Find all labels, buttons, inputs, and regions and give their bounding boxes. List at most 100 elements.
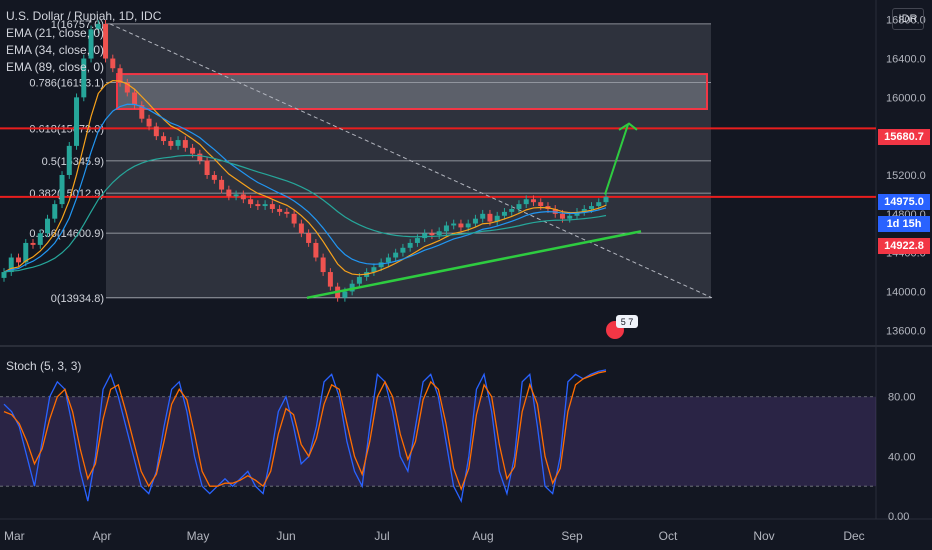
fib-level-label: 0.618(15679.0): [29, 124, 104, 136]
candle: [284, 211, 290, 214]
candle: [175, 140, 181, 146]
event-count-badge: 5 7: [616, 315, 638, 328]
candle: [204, 160, 210, 175]
candle: [233, 194, 239, 197]
projection-arrow: [604, 124, 629, 195]
price-tag-low: 14922.8: [878, 238, 930, 254]
time-tick-label: May: [187, 529, 210, 543]
price-tick-label: 13600.0: [886, 325, 926, 337]
candle: [378, 262, 384, 268]
candle: [103, 23, 109, 59]
candle: [356, 276, 362, 284]
candle: [472, 218, 478, 224]
candle: [74, 97, 80, 146]
projection-arrowhead: [618, 122, 638, 131]
candle: [211, 175, 217, 180]
candle: [30, 242, 36, 245]
candle: [523, 199, 529, 205]
candle: [451, 223, 457, 226]
fib-level-label: 0.786(16153.1): [29, 77, 104, 89]
candle: [277, 208, 283, 212]
candle: [8, 257, 14, 273]
support-trendline: [306, 230, 642, 300]
countdown-tag: 1d 15h: [878, 216, 930, 232]
fib-level-label: 0.382(15012.9): [29, 188, 104, 200]
candle: [88, 29, 94, 59]
candle: [269, 204, 275, 209]
candle: [146, 118, 152, 127]
stoch-band: [0, 396, 876, 487]
candle: [219, 179, 225, 190]
candle: [23, 242, 29, 263]
candle: [422, 233, 428, 239]
candle: [306, 233, 312, 243]
fib-level-label: 0.5(15345.9): [42, 156, 104, 168]
candle: [407, 242, 413, 248]
currency-button[interactable]: IDR: [892, 8, 924, 30]
time-tick-label: Jul: [374, 529, 389, 543]
stoch-legend[interactable]: Stoch (5, 3, 3): [6, 359, 82, 373]
candle: [197, 153, 203, 161]
candle: [414, 238, 420, 243]
candle: [255, 204, 261, 207]
stoch-tick-label: 40.00: [888, 451, 916, 463]
candle: [81, 58, 87, 98]
economic-event-icon[interactable]: 5 7: [604, 315, 638, 341]
candle: [581, 208, 587, 212]
candle: [509, 208, 515, 212]
candle: [596, 202, 602, 207]
ema34-legend[interactable]: EMA (34, close, 0): [6, 43, 105, 57]
candle: [66, 145, 72, 175]
candle: [400, 247, 406, 253]
candle: [45, 218, 51, 234]
time-tick-label: Mar: [4, 529, 25, 543]
candle: [501, 211, 507, 216]
symbol-title[interactable]: U.S. Dollar / Rupiah, 1D, IDC: [6, 9, 162, 23]
price-tag-resistance: 15680.7: [878, 129, 930, 145]
candle: [139, 105, 145, 119]
candle: [153, 126, 159, 137]
stoch-tick-label: 80.00: [888, 392, 916, 404]
time-tick-label: Oct: [659, 529, 678, 543]
price-tick-label: 16000.0: [886, 92, 926, 104]
candle: [443, 225, 449, 232]
time-tick-label: Apr: [93, 529, 112, 543]
ema89-legend[interactable]: EMA (89, close, 0): [6, 60, 105, 74]
candle: [385, 257, 391, 263]
candle: [298, 223, 304, 234]
candle: [530, 199, 536, 203]
candle: [16, 257, 22, 263]
candle: [240, 194, 246, 200]
candle: [37, 233, 43, 245]
chart-legend: U.S. Dollar / Rupiah, 1D, IDC EMA (21, c…: [6, 8, 161, 76]
time-tick-label: Dec: [843, 529, 864, 543]
candle: [436, 231, 442, 236]
candle: [516, 204, 522, 209]
candle: [59, 175, 65, 205]
price-tick-label: 16800.0: [886, 15, 926, 27]
candle: [1, 272, 7, 278]
ema34-line: [3, 103, 607, 273]
candle: [371, 267, 377, 273]
ema21-legend[interactable]: EMA (21, close, 0): [6, 26, 105, 40]
candle: [480, 213, 486, 219]
price-tag-last: 14975.0: [878, 194, 930, 210]
candle: [603, 196, 609, 203]
candle: [161, 136, 167, 142]
candle: [559, 213, 565, 219]
candle: [342, 291, 348, 298]
candle: [52, 204, 58, 219]
candle: [110, 58, 116, 69]
candle: [291, 213, 297, 224]
time-tick-label: Jun: [276, 529, 295, 543]
time-tick-label: Aug: [472, 529, 493, 543]
candle: [95, 23, 101, 30]
ema89-line: [3, 154, 607, 273]
candle: [132, 92, 138, 106]
candle: [429, 233, 435, 236]
candle: [393, 252, 399, 258]
time-tick-label: Nov: [753, 529, 774, 543]
candle: [588, 206, 594, 209]
price-tick-label: 14000.0: [886, 286, 926, 298]
